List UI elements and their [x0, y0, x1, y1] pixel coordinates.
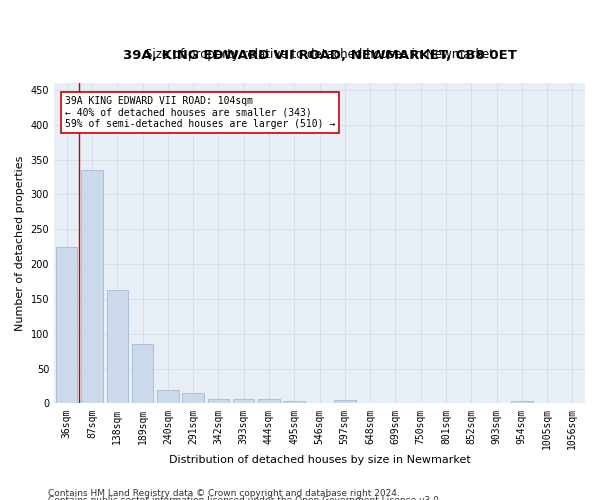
X-axis label: Distribution of detached houses by size in Newmarket: Distribution of detached houses by size …: [169, 455, 470, 465]
Bar: [233, 398, 254, 404]
Bar: [157, 390, 179, 404]
Text: Contains HM Land Registry data © Crown copyright and database right 2024.: Contains HM Land Registry data © Crown c…: [48, 488, 400, 498]
Bar: [182, 393, 204, 404]
Text: Contains public sector information licensed under the Open Government Licence v3: Contains public sector information licen…: [48, 496, 442, 500]
Bar: [107, 290, 128, 404]
Bar: [283, 400, 305, 404]
Text: 39A KING EDWARD VII ROAD: 104sqm
← 40% of detached houses are smaller (343)
59% : 39A KING EDWARD VII ROAD: 104sqm ← 40% o…: [65, 96, 335, 129]
Title: Size of property relative to detached houses in Newmarket: Size of property relative to detached ho…: [145, 48, 494, 61]
Y-axis label: Number of detached properties: Number of detached properties: [15, 156, 25, 331]
Bar: [334, 400, 356, 404]
Bar: [511, 402, 533, 404]
Bar: [56, 248, 77, 404]
Bar: [132, 344, 153, 404]
Bar: [81, 170, 103, 404]
Bar: [258, 398, 280, 404]
Bar: [208, 398, 229, 404]
Text: 39A, KING EDWARD VII ROAD, NEWMARKET, CB8 0ET: 39A, KING EDWARD VII ROAD, NEWMARKET, CB…: [122, 49, 517, 62]
